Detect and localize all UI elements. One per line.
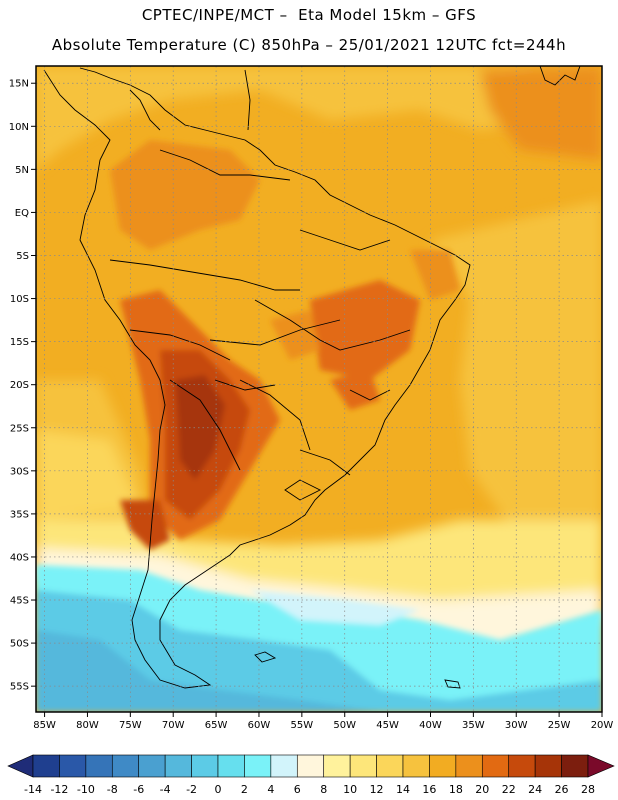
colorbar-label: -10 [77, 783, 95, 796]
lon-tick-label: 55W [291, 720, 314, 731]
colorbar-label: 6 [294, 783, 301, 796]
colorbar-label: 4 [267, 783, 274, 796]
colorbar-label: 24 [528, 783, 542, 796]
colorbar-swatch [85, 754, 113, 778]
lat-tick-label: 5N [15, 165, 29, 176]
colorbar-label: -12 [50, 783, 68, 796]
colorbar: -14 -12 -10 -8 -6 -4 -2 0 2 4 6 8 10 12 14 16 18 20 22 24 26… [7, 754, 615, 796]
colorbar-label: -4 [160, 783, 171, 796]
colorbar-swatch [164, 754, 192, 778]
colorbar-swatch [455, 754, 483, 778]
map-subtitle: Absolute Temperature (C) 850hPa – 25/01/… [51, 36, 567, 54]
lat-tick-label: 10S [10, 294, 29, 305]
colorbar-swatch [270, 754, 298, 778]
colorbar-label: 10 [343, 783, 357, 796]
lat-tick-label: 5S [16, 251, 29, 262]
colorbar-swatch [244, 754, 272, 778]
lon-tick-label: 80W [76, 720, 99, 731]
colorbar-label: -6 [133, 783, 144, 796]
colorbar-swatch [508, 754, 536, 778]
colorbar-swatch [217, 754, 245, 778]
lat-tick-label: 20S [10, 380, 29, 391]
lat-tick-label: 25S [10, 423, 29, 434]
lon-tick-label: 30W [505, 720, 528, 731]
lon-tick-label: 75W [119, 720, 142, 731]
colorbar-label: 18 [449, 783, 463, 796]
colorbar-swatch [534, 754, 562, 778]
colorbar-swatch [323, 754, 351, 778]
lon-tick-label: 35W [462, 720, 485, 731]
colorbar-swatch [376, 754, 404, 778]
colorbar-swatch [296, 754, 325, 778]
axis-ticks: 15N 10N 5N EQ 5S 10S 15S 20S 25S 30S 35S 40S 45S 50S 5… [9, 79, 614, 731]
colorbar-label: -8 [107, 783, 118, 796]
lat-tick-label: 10N [9, 122, 29, 133]
colorbar-label: 28 [581, 783, 595, 796]
colorbar-label: 20 [475, 783, 489, 796]
colorbar-swatch [138, 754, 166, 778]
lat-tick-label: 30S [10, 466, 29, 477]
colorbar-swatch [561, 754, 589, 778]
lon-tick-label: 45W [376, 720, 399, 731]
coastline [43, 66, 581, 689]
lat-tick-label: 15S [10, 337, 29, 348]
lon-tick-label: 50W [333, 720, 356, 731]
colorbar-over-arrow [587, 754, 615, 778]
colorbar-swatch [59, 754, 87, 778]
colorbar-swatch [481, 754, 510, 778]
colorbar-swatch [111, 754, 140, 778]
lat-tick-label: 55S [10, 682, 29, 693]
lat-tick-label: 40S [10, 552, 29, 563]
colorbar-label: 16 [422, 783, 436, 796]
lat-tick-label: 15N [9, 79, 29, 90]
colorbar-swatch [32, 754, 60, 778]
lat-tick-label: EQ [15, 208, 29, 219]
colorbar-label: 0 [215, 783, 222, 796]
colorbar-label: 2 [241, 783, 248, 796]
colorbar-swatch [402, 754, 430, 778]
lat-tick-label: 35S [10, 509, 29, 520]
lon-tick-label: 60W [248, 720, 271, 731]
colorbar-label: -14 [24, 783, 42, 796]
colorbar-label: -2 [186, 783, 197, 796]
colorbar-swatch [429, 754, 457, 778]
lon-tick-label: 20W [591, 720, 614, 731]
lat-tick-label: 50S [10, 639, 29, 650]
colorbar-swatch [191, 754, 219, 778]
map-frame [35, 65, 603, 713]
lon-tick-label: 65W [205, 720, 228, 731]
colorbar-label: 14 [396, 783, 410, 796]
lat-tick-label: 45S [10, 596, 29, 607]
lon-tick-label: 70W [162, 720, 185, 731]
map-title: CPTEC/INPE/MCT – Eta Model 15km – GFS [141, 6, 477, 24]
lon-tick-label: 85W [33, 720, 56, 731]
lon-tick-label: 25W [548, 720, 571, 731]
lon-tick-label: 40W [419, 720, 442, 731]
temperature-field [36, 66, 602, 712]
colorbar-label: 22 [502, 783, 516, 796]
colorbar-under-arrow [7, 754, 34, 778]
colorbar-swatch [349, 754, 377, 778]
colorbar-label: 8 [320, 783, 327, 796]
colorbar-label: 26 [555, 783, 569, 796]
colorbar-label: 12 [370, 783, 384, 796]
